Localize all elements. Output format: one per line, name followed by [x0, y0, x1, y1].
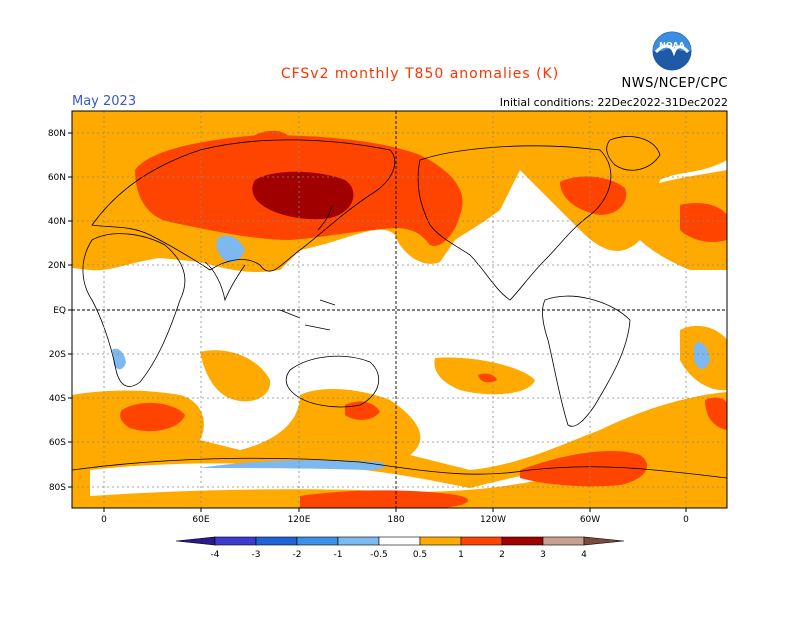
colorbar-label: -4 — [211, 550, 220, 560]
lat-label-20n: 20N — [48, 261, 66, 271]
lat-label-60s: 60S — [49, 438, 66, 448]
lat-label-40s: 40S — [49, 394, 66, 404]
colorbar-seg-5 — [378, 536, 421, 546]
noaa-logo: NOAA — [651, 30, 693, 72]
colorbar-label: 2 — [499, 550, 505, 560]
colorbar-seg-1 — [214, 536, 257, 546]
colorbar-label: 1 — [458, 550, 464, 560]
colorbar-seg-8 — [501, 536, 544, 546]
colorbar-label: 0.5 — [413, 550, 427, 560]
lat-label-20s: 20S — [49, 350, 66, 360]
forecast-month-label: May 2023 — [72, 94, 137, 109]
lon-label-60w: 60W — [580, 515, 600, 525]
colorbar-arrow-left — [175, 536, 216, 546]
latitude-axis: 80N 60N 40N 20N EQ 20S 40S 60S 80S — [48, 129, 72, 493]
colorbar-label: -1 — [334, 550, 343, 560]
coastlines — [72, 136, 727, 479]
colorbar-seg-6 — [419, 536, 462, 546]
anomaly-region-weddell-red — [520, 450, 648, 487]
lon-label-120w: 120W — [480, 515, 506, 525]
lat-label-80s: 80S — [49, 483, 66, 493]
colorbar-seg-7 — [460, 536, 503, 546]
equator-dateline — [72, 111, 727, 508]
anomaly-region-tibet-blue — [216, 235, 245, 263]
lat-label-eq: EQ — [53, 306, 66, 316]
map-title: CFSv2 monthly T850 anomalies (K) — [280, 66, 560, 82]
colorbar: -4 -3 -2 -1 -0.5 0.5 1 2 3 4 — [175, 536, 625, 560]
anomaly-shading — [72, 111, 727, 508]
anomaly-region-satlantic-red — [705, 397, 727, 430]
anomaly-region-sindian-red — [120, 402, 185, 432]
anomaly-region-safrica-orange — [200, 350, 271, 402]
lon-label-60e: 60E — [192, 515, 209, 525]
graticule — [72, 111, 727, 508]
noaa-logo-text: NOAA — [659, 41, 685, 50]
anomaly-region-eurasia-darkred — [252, 171, 354, 220]
anomaly-region-antarctic-red — [300, 490, 469, 508]
longitude-axis: 0 60E 120E 180 120W 60W 0 — [101, 508, 689, 525]
colorbar-seg-3 — [296, 536, 339, 546]
lon-label-120e: 120E — [288, 515, 311, 525]
anomaly-region-antarctic-blue — [200, 460, 386, 470]
lon-label-180: 180 — [387, 515, 404, 525]
lat-label-80n: 80N — [48, 129, 66, 139]
initial-conditions-label: Initial conditions: 22Dec2022-31Dec2022 — [499, 96, 728, 109]
anomaly-region-brazil-blue — [694, 342, 710, 369]
agency-label: NWS/NCEP/CPC — [621, 76, 728, 91]
lon-label-0-right: 0 — [683, 515, 689, 525]
anomaly-region-europe-red — [680, 203, 727, 242]
colorbar-label: 4 — [581, 550, 587, 560]
colorbar-label: -2 — [293, 550, 302, 560]
lat-label-40n: 40N — [48, 217, 66, 227]
lat-label-60n: 60N — [48, 173, 66, 183]
lon-label-0: 0 — [101, 515, 107, 525]
anomaly-region-spacific-red — [478, 373, 497, 383]
colorbar-label: -3 — [252, 550, 261, 560]
colorbar-seg-9 — [542, 536, 585, 546]
colorbar-seg-2 — [255, 536, 298, 546]
colorbar-seg-4 — [337, 536, 380, 546]
colorbar-label: 3 — [540, 550, 546, 560]
anomaly-region-antarctic-neutral — [90, 463, 540, 496]
colorbar-arrow-right — [583, 536, 625, 546]
colorbar-label: -0.5 — [370, 550, 388, 560]
